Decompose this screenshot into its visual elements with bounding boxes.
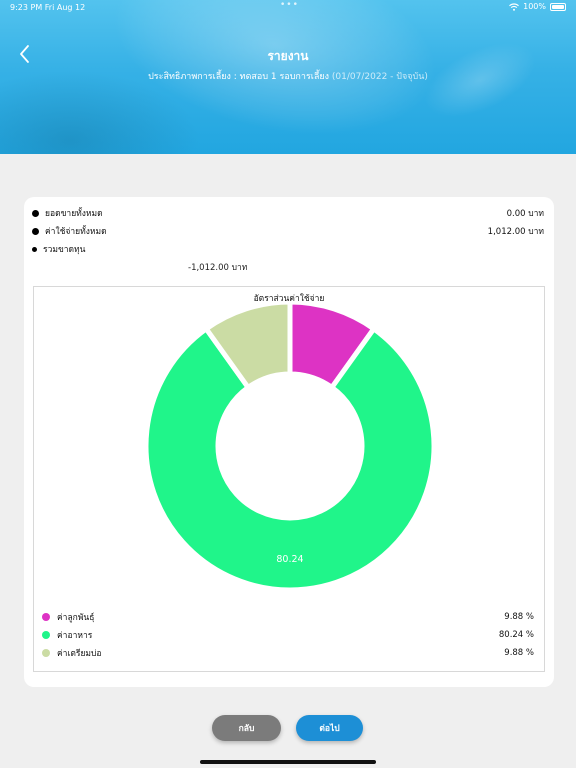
loss-label: รวมขาดทุน	[43, 245, 86, 255]
legend-value: 9.88 %	[504, 612, 534, 622]
next-button[interactable]: ต่อไป	[296, 715, 363, 741]
legend-label: ค่าลูกพันธุ์	[57, 613, 95, 623]
back-chevron-icon[interactable]	[14, 40, 38, 68]
wifi-icon	[509, 2, 520, 11]
legend-item-seed: ค่าลูกพันธุ์ 9.88 %	[42, 610, 534, 624]
subtitle-farm: ประสิทธิภาพการเลี้ยง : ทดสอบ 1 รอบการเลี…	[148, 72, 330, 82]
legend-swatch	[42, 613, 50, 621]
page-subtitle: ประสิทธิภาพการเลี้ยง : ทดสอบ 1 รอบการเลี…	[0, 69, 576, 83]
total-expense-value: 1,012.00 บาท	[487, 227, 544, 237]
battery-percent: 100%	[523, 2, 546, 11]
total-sales-row: ยอดขายทั้งหมด 0.00 บาท	[32, 206, 544, 220]
total-expense-row: ค่าใช้จ่ายทั้งหมด 1,012.00 บาท	[32, 224, 544, 238]
multitasking-dots[interactable]: •••	[280, 0, 299, 10]
loss-row: รวมขาดทุน	[32, 242, 544, 256]
page-title: รายงาน	[267, 49, 309, 63]
legend-value: 9.88 %	[504, 648, 534, 658]
chart-title: อัตราส่วนค่าใช้จ่าย	[253, 294, 325, 304]
bullet-icon	[32, 227, 39, 235]
back-button[interactable]: กลับ	[212, 715, 281, 741]
legend-item-feed: ค่าอาหาร 80.24 %	[42, 628, 534, 642]
total-sales-label: ยอดขายทั้งหมด	[45, 209, 103, 219]
bullet-icon	[32, 246, 37, 252]
slice-value-label: 80.24	[276, 554, 303, 565]
header-banner: 9:23 PM Fri Aug 12 ••• 100% รายงาน ประสิ…	[0, 0, 576, 154]
loss-value: -1,012.00 บาท	[188, 263, 248, 273]
legend-swatch	[42, 649, 50, 657]
status-bar: 9:23 PM Fri Aug 12 ••• 100%	[0, 0, 576, 14]
home-indicator[interactable]	[200, 760, 376, 764]
donut-chart: 80.24	[143, 299, 437, 593]
slice-pond	[202, 299, 293, 391]
legend-label: ค่าเตรียมบ่อ	[57, 649, 102, 659]
total-sales-value: 0.00 บาท	[506, 209, 544, 219]
legend-swatch	[42, 631, 50, 639]
status-right: 100%	[509, 2, 566, 11]
status-time: 9:23 PM Fri Aug 12	[10, 3, 86, 12]
legend-label: ค่าอาหาร	[57, 631, 93, 641]
bullet-icon	[32, 209, 39, 217]
legend-value: 80.24 %	[498, 630, 534, 640]
expense-ratio-chart: 80.24 อัตราส่วนค่าใช้จ่าย ค่าลูกพันธุ์ 9…	[33, 286, 545, 672]
legend-item-pond: ค่าเตรียมบ่อ 9.88 %	[42, 646, 534, 660]
battery-icon	[550, 2, 566, 11]
subtitle-date-range: (01/07/2022 - ปัจจุบัน)	[331, 72, 428, 82]
total-expense-label: ค่าใช้จ่ายทั้งหมด	[45, 227, 107, 237]
report-card: ยอดขายทั้งหมด 0.00 บาท ค่าใช้จ่ายทั้งหมด…	[24, 197, 554, 687]
slice-feed	[143, 325, 437, 593]
